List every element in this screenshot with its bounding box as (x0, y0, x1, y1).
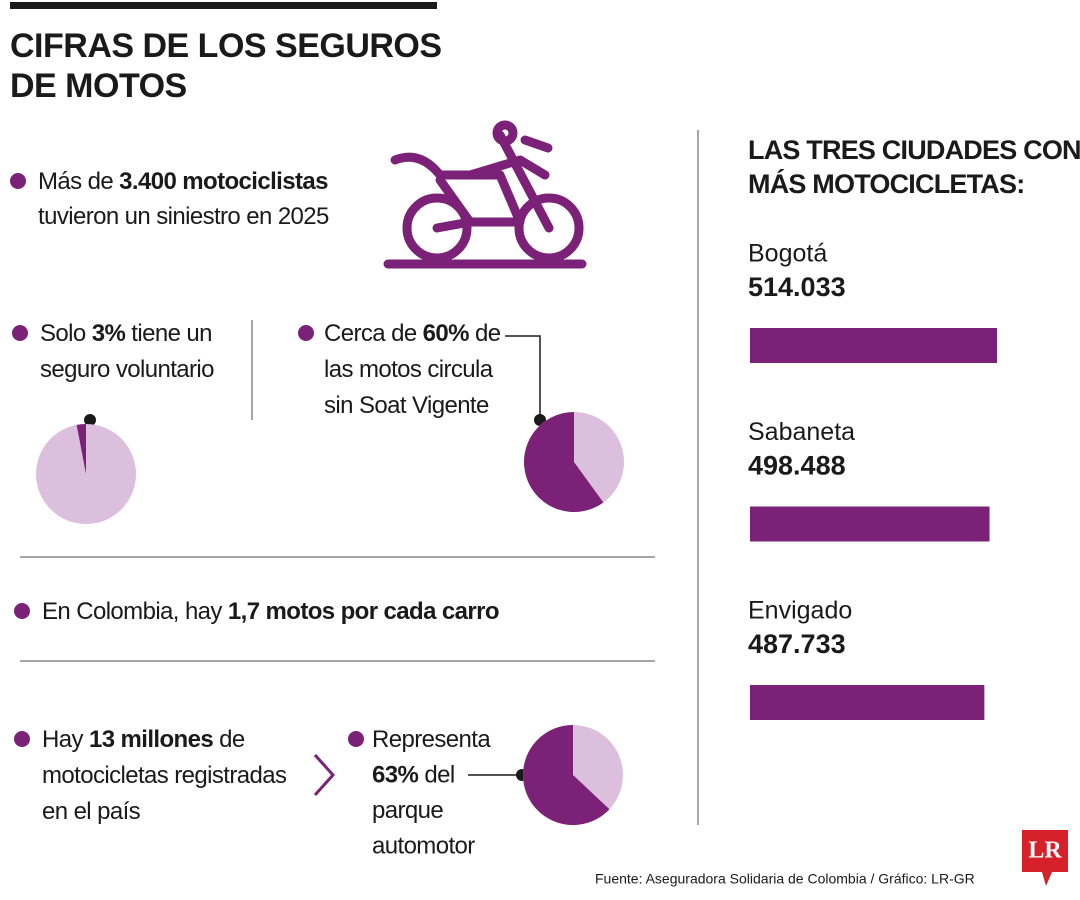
bullet (12, 325, 28, 341)
fact-segment: del (418, 762, 454, 789)
fact-segment: Hay (42, 726, 89, 753)
fact-segment: de (469, 320, 501, 347)
pie-slice (524, 412, 604, 512)
fact-segment: de (213, 726, 245, 753)
fact-segment: las motos circula (324, 356, 494, 383)
pie-slice (76, 424, 86, 474)
fact-text: sin Soat Vigente (324, 392, 489, 419)
fact-text: motocicletas registradas (42, 762, 287, 789)
fact-text: Hay 13 millones de (42, 726, 245, 753)
fact-text: parque (372, 797, 443, 824)
bullet (10, 173, 26, 189)
source: Fuente: Aseguradora Solidaria de Colombi… (595, 871, 975, 887)
fact-segment: 60% (423, 320, 469, 347)
cities-title: MÁS MOTOCICLETAS: (748, 168, 1024, 199)
fact-text: seguro voluntario (40, 356, 214, 383)
fact-segment: sin Soat Vigente (324, 392, 489, 419)
fact-text: tuvieron un siniestro en 2025 (38, 203, 329, 230)
fact-text: en el país (42, 798, 141, 825)
fact-segment: En Colombia, hay (42, 598, 228, 625)
fact-segment: 3% (92, 320, 126, 347)
fact-segment: en el país (42, 798, 141, 825)
fact-segment: Más de (38, 168, 119, 195)
bar (750, 328, 997, 363)
bullet (14, 731, 30, 747)
bar (750, 506, 990, 542)
fact-segment: parque (372, 797, 443, 824)
bar (750, 685, 985, 720)
fact-segment: 3.400 motociclistas (119, 168, 328, 195)
bullet (298, 325, 314, 341)
title: CIFRAS DE LOS SEGUROS (10, 27, 442, 65)
city-value: 514.033 (748, 272, 846, 302)
title: DE MOTOS (10, 67, 187, 105)
fact-text: 63% del (372, 762, 455, 789)
city-name: Sabaneta (748, 418, 855, 446)
fact-segment: motocicletas registradas (42, 762, 287, 789)
fact-segment: tuvieron un siniestro en 2025 (38, 203, 329, 230)
fact-segment: tiene un (125, 320, 212, 347)
fact-text: Representa (372, 726, 491, 753)
fact-segment: seguro voluntario (40, 356, 214, 383)
motorcycle-icon (383, 120, 587, 269)
fact-segment: Cerca de (324, 320, 423, 347)
fact-text: Más de 3.400 motociclistas (38, 168, 328, 195)
city-value: 487.733 (748, 629, 846, 659)
pie-slice (522, 725, 610, 826)
bullet (348, 731, 364, 747)
city-name: Envigado (748, 597, 852, 625)
fact-text: Cerca de 60% de (324, 320, 501, 347)
city-value: 498.488 (748, 451, 846, 481)
bullet (14, 603, 30, 619)
fact-segment: 13 millones (89, 726, 213, 753)
fact-text: Solo 3% tiene un (40, 320, 212, 347)
cities-title: LAS TRES CIUDADES CON (748, 135, 1080, 165)
fact-segment: automotor (372, 833, 475, 860)
logo-badge (1022, 830, 1068, 886)
fact-text: En Colombia, hay 1,7 motos por cada carr… (42, 598, 499, 625)
top-rule (10, 2, 437, 9)
city-name: Bogotá (748, 240, 827, 268)
leader-dot (84, 414, 96, 426)
fact-segment: Representa (372, 726, 491, 753)
fact-text: las motos circula (324, 356, 494, 383)
leader-line (505, 335, 541, 420)
fact-segment: 63% (372, 762, 418, 789)
chevron (313, 753, 336, 797)
logo: LR (1028, 838, 1062, 864)
fact-text: automotor (372, 833, 475, 860)
fact-segment: Solo (40, 320, 92, 347)
fact-segment: 1,7 motos por cada carro (228, 598, 499, 625)
